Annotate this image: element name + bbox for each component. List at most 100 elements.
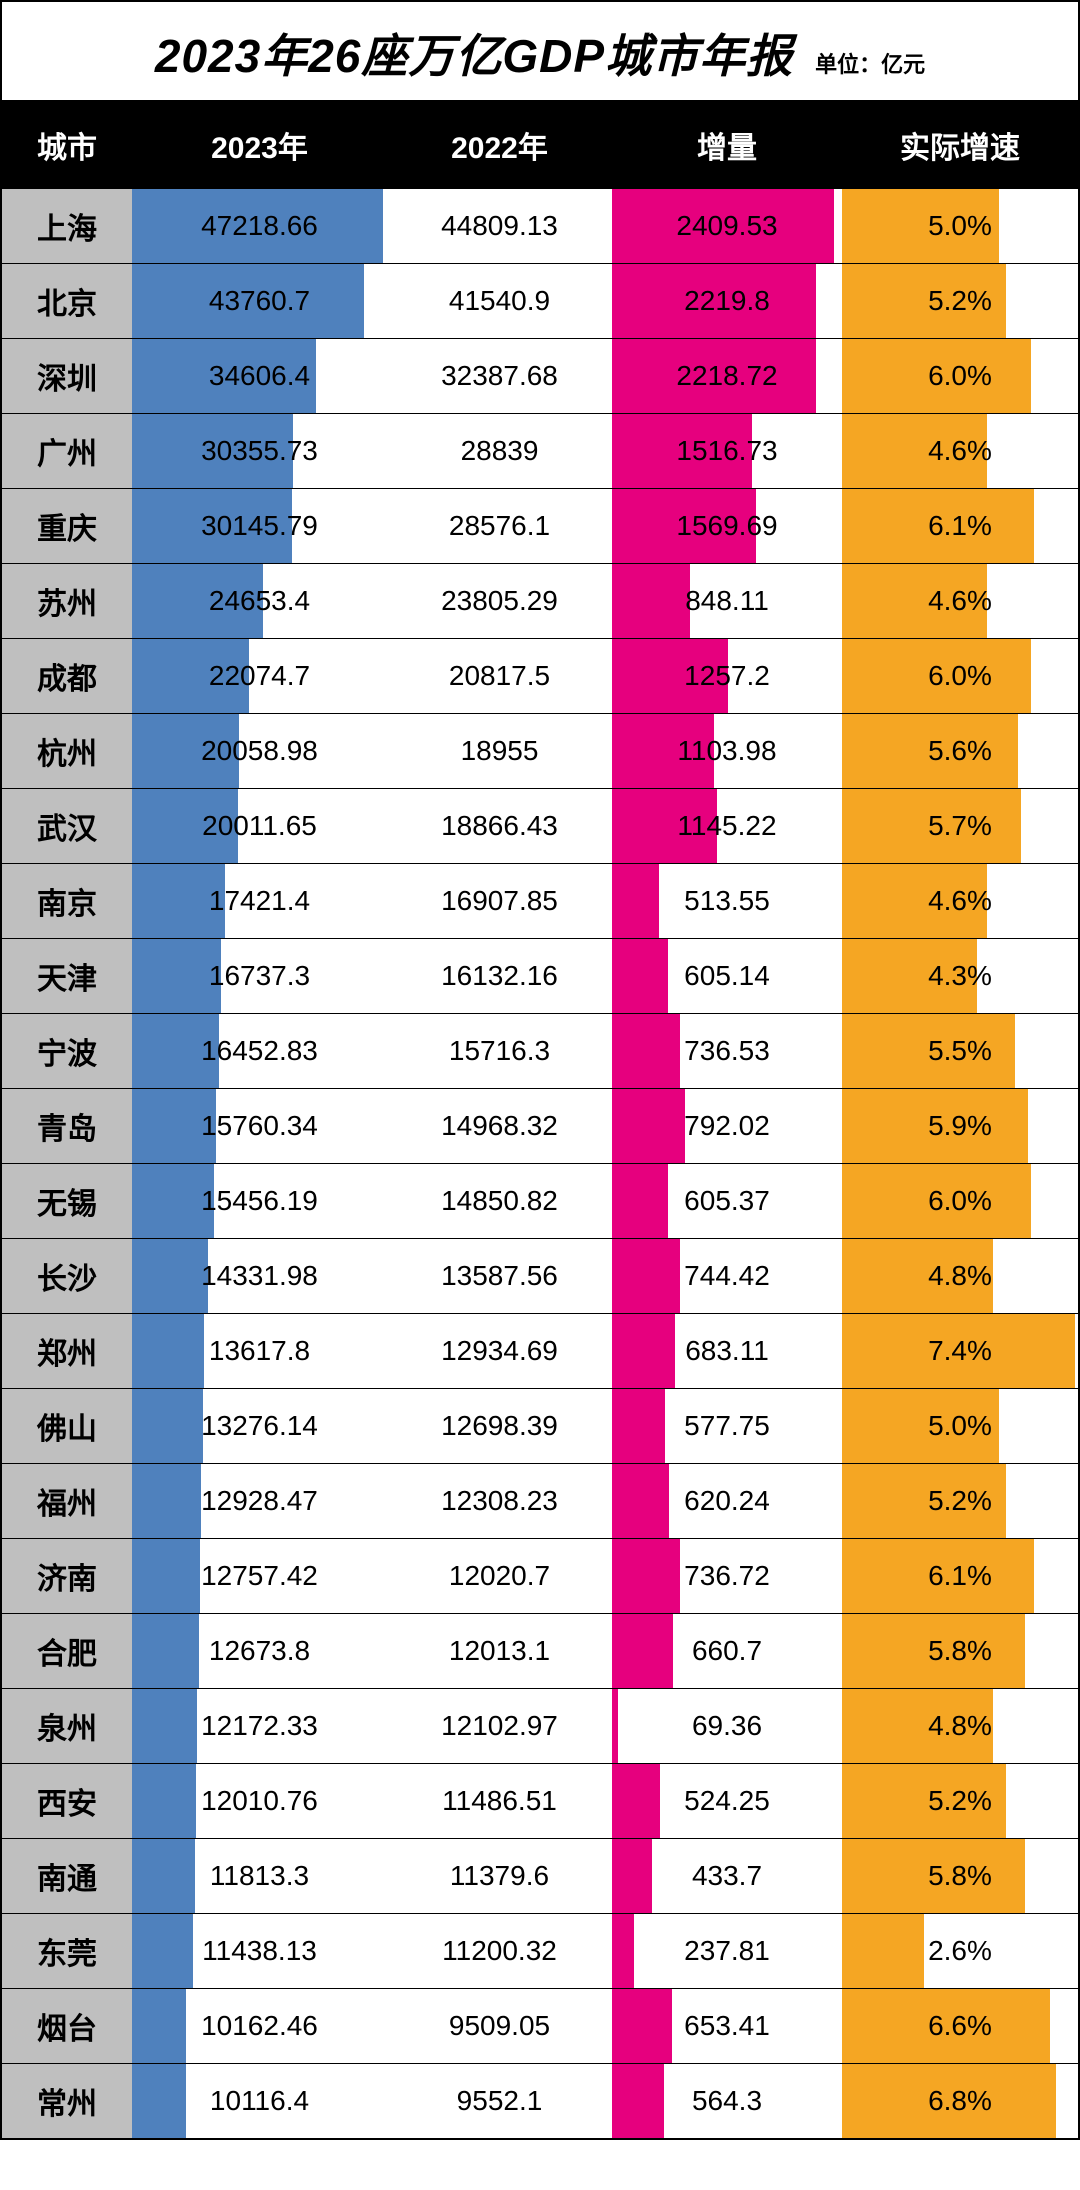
rate-cell: 6.6% <box>842 1989 1078 2063</box>
rate-cell: 5.0% <box>842 189 1078 263</box>
y2023-bar <box>132 1914 193 1988</box>
rate-value: 5.5% <box>928 1035 992 1067</box>
y2022-cell: 23805.29 <box>387 564 612 638</box>
rate-value: 5.0% <box>928 1410 992 1442</box>
table-row: 无锡15456.1914850.82605.376.0% <box>2 1163 1078 1238</box>
y2023-bar <box>132 1464 201 1538</box>
col-inc-header: 增量 <box>612 123 842 167</box>
increment-cell: 1103.98 <box>612 714 842 788</box>
y2023-cell: 17421.4 <box>132 864 387 938</box>
y2022-value: 28839 <box>461 435 539 467</box>
city-cell: 重庆 <box>2 489 132 563</box>
y2022-value: 15716.3 <box>449 1035 550 1067</box>
increment-cell: 848.11 <box>612 564 842 638</box>
y2022-cell: 11486.51 <box>387 1764 612 1838</box>
city-cell: 西安 <box>2 1764 132 1838</box>
rate-cell: 2.6% <box>842 1914 1078 1988</box>
increment-value: 1569.69 <box>676 510 777 542</box>
y2023-cell: 12010.76 <box>132 1764 387 1838</box>
y2022-cell: 32387.68 <box>387 339 612 413</box>
y2023-cell: 12673.8 <box>132 1614 387 1688</box>
rate-value: 2.6% <box>928 1935 992 1967</box>
city-cell: 深圳 <box>2 339 132 413</box>
y2022-cell: 12698.39 <box>387 1389 612 1463</box>
rate-cell: 5.2% <box>842 264 1078 338</box>
y2023-bar <box>132 1614 199 1688</box>
rate-cell: 5.0% <box>842 1389 1078 1463</box>
table-row: 合肥12673.812013.1660.75.8% <box>2 1613 1078 1688</box>
y2023-value: 11813.3 <box>210 1860 309 1892</box>
table-row: 天津16737.316132.16605.144.3% <box>2 938 1078 1013</box>
y2023-cell: 24653.4 <box>132 564 387 638</box>
increment-bar <box>612 1164 668 1238</box>
table-row: 宁波16452.8315716.3736.535.5% <box>2 1013 1078 1088</box>
increment-value: 1516.73 <box>676 435 777 467</box>
increment-value: 564.3 <box>692 2085 762 2117</box>
increment-value: 683.11 <box>685 1335 769 1367</box>
y2023-value: 11438.13 <box>202 1935 317 1967</box>
y2022-cell: 11200.32 <box>387 1914 612 1988</box>
rate-value: 4.6% <box>928 435 992 467</box>
increment-bar <box>612 939 668 1013</box>
increment-bar <box>612 1764 660 1838</box>
y2023-bar <box>132 1239 208 1313</box>
increment-bar <box>612 1014 680 1088</box>
rate-cell: 6.1% <box>842 1539 1078 1613</box>
y2023-value: 20011.65 <box>202 810 317 842</box>
rate-value: 5.7% <box>928 810 992 842</box>
increment-bar <box>612 1689 618 1763</box>
y2022-cell: 14968.32 <box>387 1089 612 1163</box>
y2023-value: 47218.66 <box>201 210 318 242</box>
rate-value: 4.6% <box>928 585 992 617</box>
increment-value: 1103.98 <box>677 735 776 767</box>
y2022-value: 11200.32 <box>442 1935 557 1967</box>
increment-bar <box>612 1089 685 1163</box>
increment-value: 237.81 <box>684 1935 770 1967</box>
y2022-value: 23805.29 <box>441 585 558 617</box>
increment-value: 605.14 <box>684 960 770 992</box>
increment-value: 736.53 <box>684 1035 770 1067</box>
y2022-value: 16907.85 <box>441 885 558 917</box>
rate-cell: 6.0% <box>842 339 1078 413</box>
y2022-value: 20817.5 <box>449 660 550 692</box>
y2022-cell: 16907.85 <box>387 864 612 938</box>
city-cell: 郑州 <box>2 1314 132 1388</box>
y2022-cell: 12020.7 <box>387 1539 612 1613</box>
y2023-value: 16452.83 <box>201 1035 318 1067</box>
city-cell: 泉州 <box>2 1689 132 1763</box>
city-cell: 杭州 <box>2 714 132 788</box>
increment-value: 2409.53 <box>676 210 777 242</box>
city-cell: 常州 <box>2 2064 132 2138</box>
increment-bar <box>612 1464 669 1538</box>
increment-cell: 564.3 <box>612 2064 842 2138</box>
city-cell: 济南 <box>2 1539 132 1613</box>
y2023-cell: 20058.98 <box>132 714 387 788</box>
city-cell: 南通 <box>2 1839 132 1913</box>
y2023-cell: 43760.7 <box>132 264 387 338</box>
table-row: 深圳34606.432387.682218.726.0% <box>2 338 1078 413</box>
rate-value: 6.0% <box>928 1185 992 1217</box>
y2023-cell: 10116.4 <box>132 2064 387 2138</box>
y2023-cell: 15456.19 <box>132 1164 387 1238</box>
table-body: 上海47218.6644809.132409.535.0%北京43760.741… <box>2 188 1078 2138</box>
gdp-table: 2023年26座万亿GDP城市年报 单位：亿元 城市 2023年 2022年 增… <box>0 0 1080 2140</box>
table-row: 北京43760.741540.92219.85.2% <box>2 263 1078 338</box>
increment-value: 433.7 <box>692 1860 762 1892</box>
rate-cell: 6.8% <box>842 2064 1078 2138</box>
y2022-value: 13587.56 <box>441 1260 558 1292</box>
increment-bar <box>612 1839 652 1913</box>
table-row: 南京17421.416907.85513.554.6% <box>2 863 1078 938</box>
increment-cell: 653.41 <box>612 1989 842 2063</box>
increment-bar <box>612 1539 680 1613</box>
increment-value: 792.02 <box>684 1110 770 1142</box>
rate-value: 6.1% <box>928 510 992 542</box>
y2023-bar <box>132 1689 197 1763</box>
table-row: 常州10116.49552.1564.36.8% <box>2 2063 1078 2138</box>
city-cell: 上海 <box>2 189 132 263</box>
increment-value: 513.55 <box>684 885 770 917</box>
increment-value: 736.72 <box>684 1560 770 1592</box>
y2022-cell: 28576.1 <box>387 489 612 563</box>
y2023-bar <box>132 1389 203 1463</box>
rate-cell: 4.6% <box>842 414 1078 488</box>
city-cell: 福州 <box>2 1464 132 1538</box>
